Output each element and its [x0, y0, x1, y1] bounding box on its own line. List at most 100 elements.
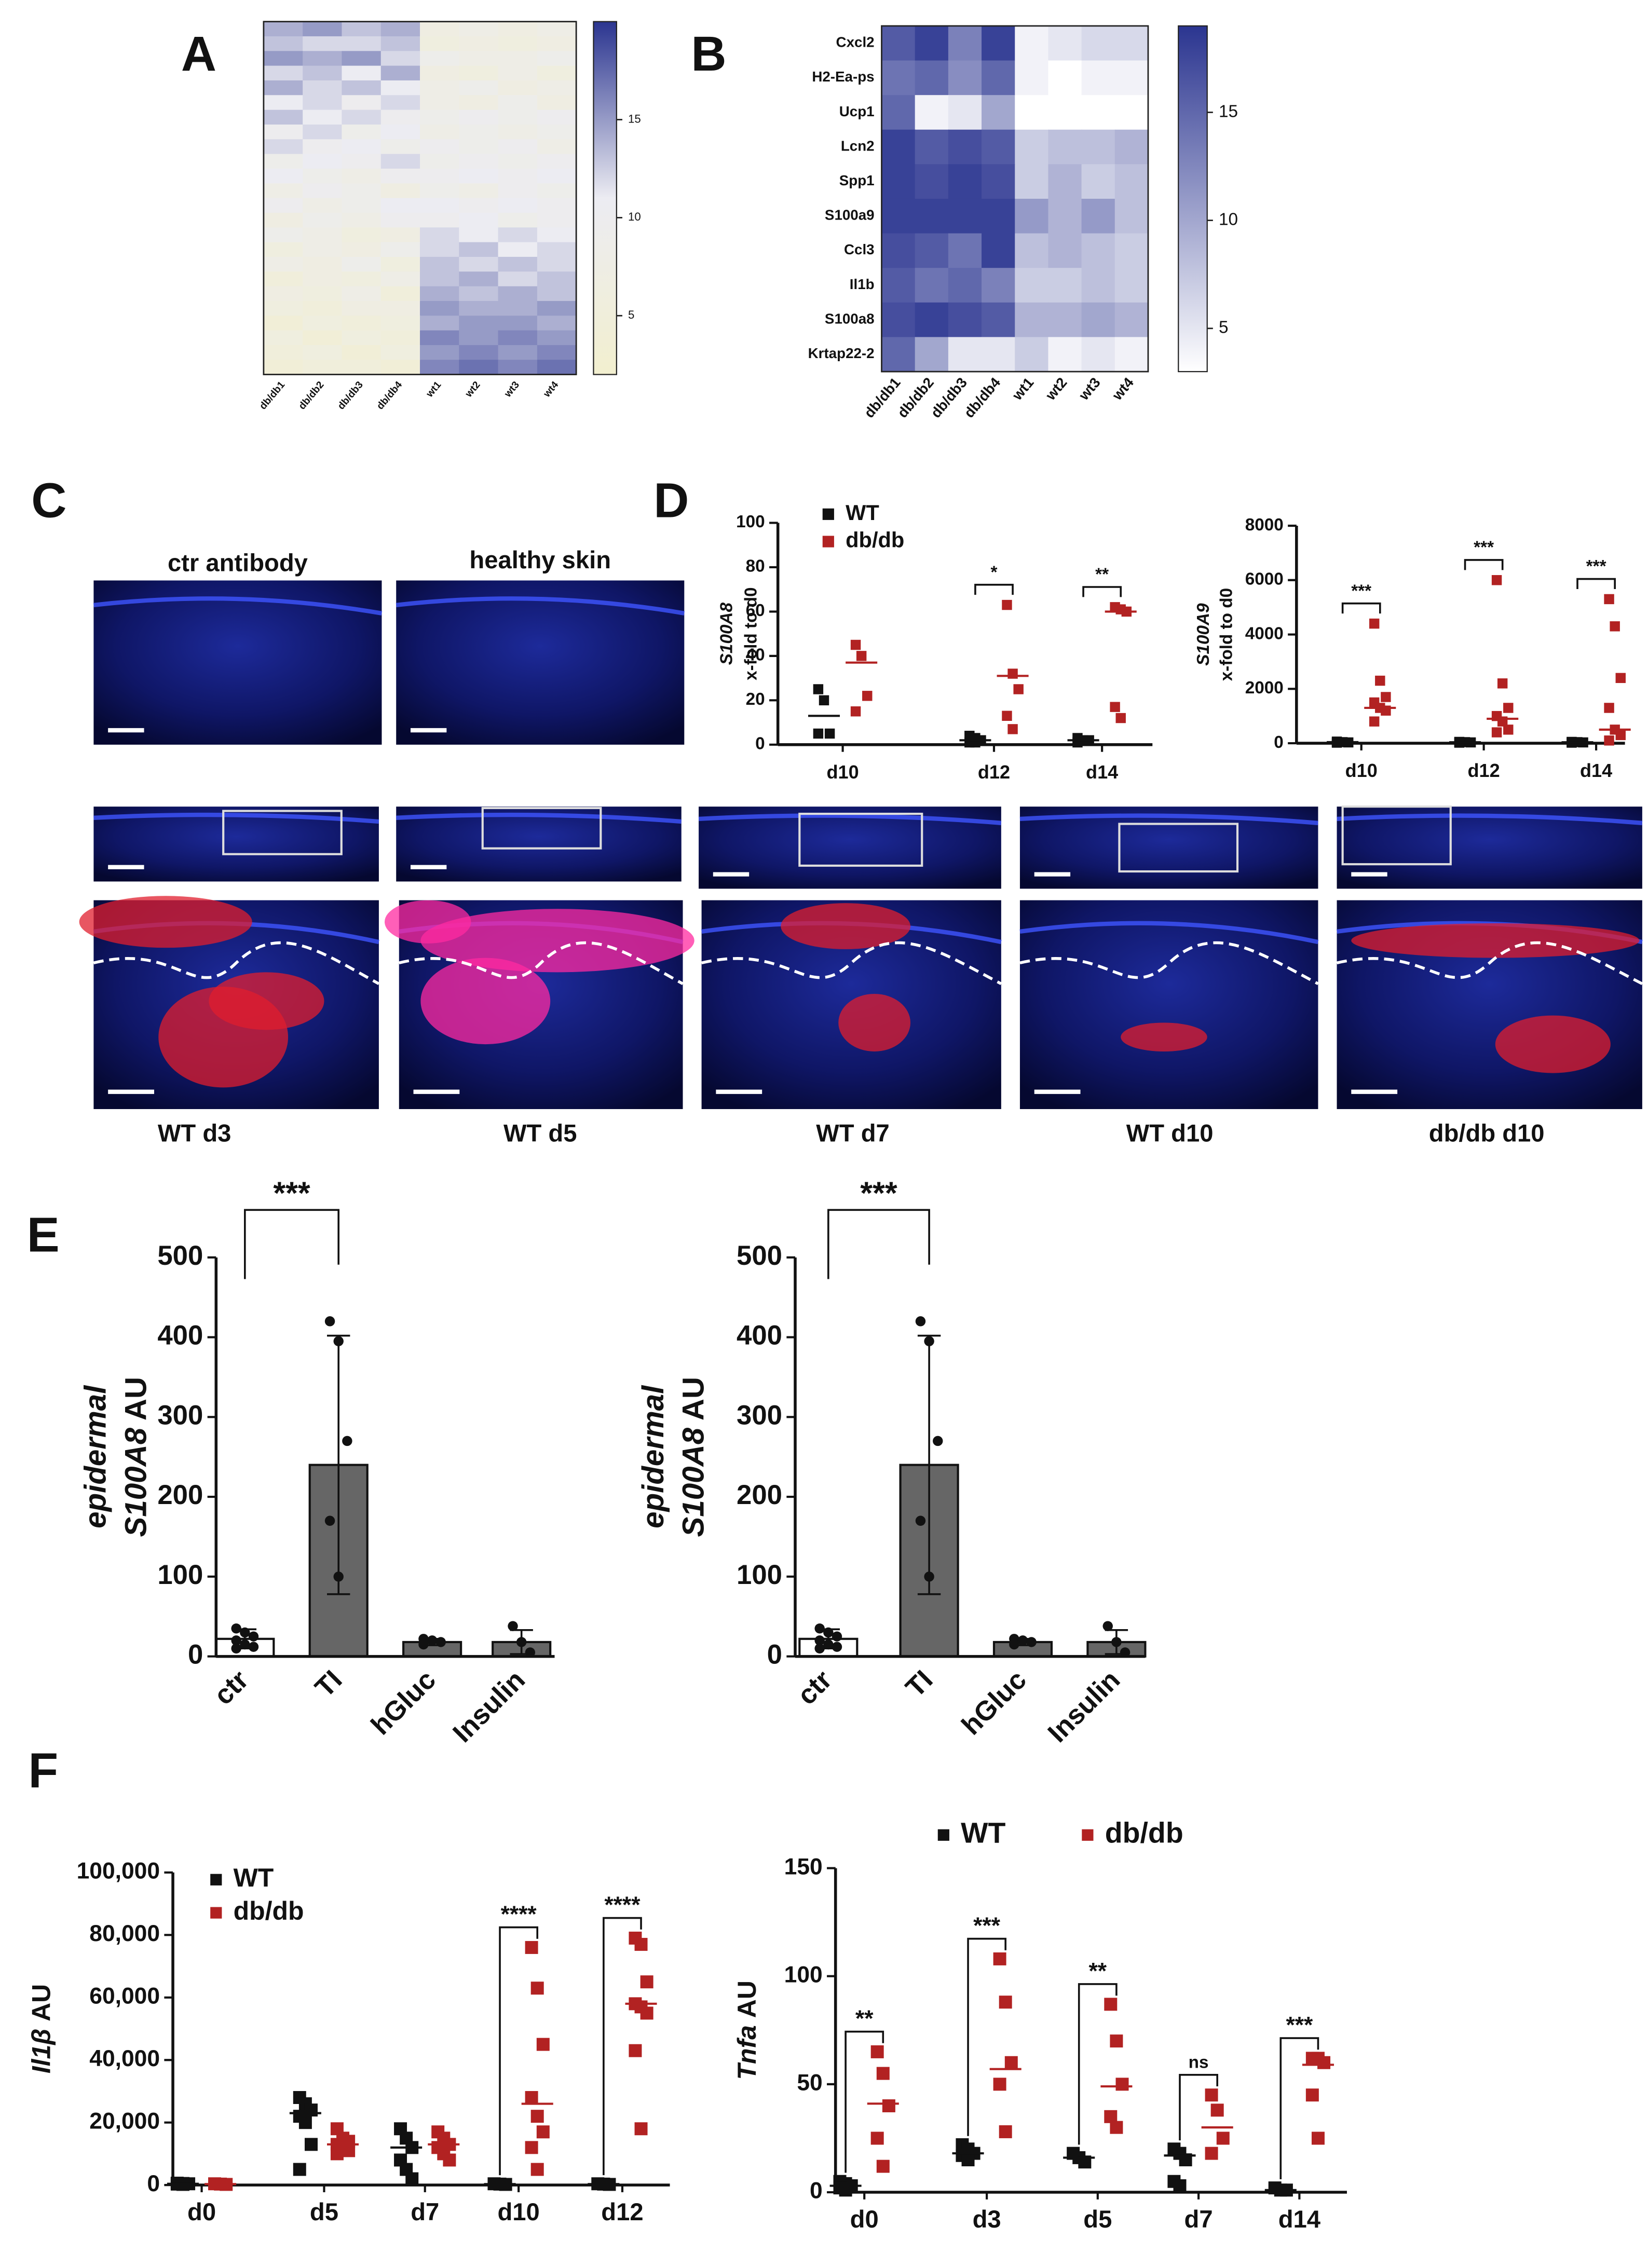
- heatmap-cell: [982, 268, 1016, 303]
- heatmap-cell: [1081, 60, 1115, 96]
- heatmap-cell: [1114, 268, 1149, 303]
- heatmap-cell: [1114, 95, 1149, 130]
- data-point: [1503, 703, 1514, 713]
- heatmap-cell: [459, 256, 499, 272]
- heatmap-cell: [263, 80, 304, 96]
- wound-margin: [701, 941, 1002, 985]
- x-tick-label: d10: [1345, 760, 1378, 781]
- heatmap-cell: [948, 233, 983, 269]
- x-tick-label: d5: [310, 2198, 338, 2225]
- data-point: [813, 728, 824, 739]
- data-point: [304, 2138, 318, 2151]
- data-point: [970, 737, 980, 748]
- data-point: [634, 1937, 648, 1951]
- heatmap-cell: [1015, 302, 1049, 338]
- x-tick-label: d10: [497, 2198, 539, 2225]
- heatmap-cell: [537, 36, 577, 52]
- data-point: [832, 1642, 842, 1652]
- heatmap-cell: [380, 80, 421, 96]
- y-axis-label-part: epidermal: [636, 1385, 670, 1528]
- y-tick-label: 50: [797, 2070, 822, 2096]
- data-point: [536, 2125, 550, 2139]
- heatmap-cell: [420, 316, 460, 331]
- heatmap-cell: [1015, 95, 1049, 130]
- heatmap-cell: [1048, 25, 1082, 61]
- heatmap-cell: [420, 271, 460, 287]
- stain: [838, 993, 911, 1051]
- tissue-edge: [93, 812, 379, 824]
- heatmap-cell: [263, 271, 304, 287]
- significance-label: ***: [273, 1176, 310, 1211]
- significance-bracket: [1082, 586, 1122, 597]
- data-point: [1205, 2088, 1218, 2102]
- y-tick-label: 300: [737, 1400, 782, 1430]
- data-point: [814, 1635, 825, 1646]
- x-tick-label: d14: [1278, 2205, 1320, 2233]
- x-tick-label: d14: [1086, 761, 1118, 783]
- heatmap-cell: [948, 25, 983, 61]
- zoom-box: [798, 812, 923, 867]
- panel-label: F: [28, 1743, 58, 1798]
- heatmap-cell: [420, 256, 460, 272]
- heatmap-cell: [982, 164, 1016, 200]
- heatmap-cell: [982, 60, 1016, 96]
- data-point: [1210, 2103, 1224, 2117]
- data-point: [1104, 1998, 1118, 2011]
- data-point: [530, 1982, 544, 1995]
- heatmap-cell: [380, 286, 421, 302]
- data-point: [333, 1572, 344, 1582]
- heatmap-cell: [263, 286, 304, 302]
- heatmap-cell: [459, 330, 499, 346]
- heatmap-cell: [420, 36, 460, 52]
- y-tick-label: 60: [746, 601, 765, 620]
- wound-margin: [1019, 941, 1319, 985]
- significance-label: ***: [1474, 538, 1494, 557]
- heatmap-cell: [537, 271, 577, 287]
- heatmap-cell: [459, 271, 499, 287]
- heatmap-cell: [342, 300, 382, 317]
- legend-label: WT: [961, 1816, 1005, 1849]
- data-point: [813, 684, 824, 694]
- heatmap-cell: [459, 110, 499, 126]
- tissue-edge: [698, 813, 1002, 825]
- significance-bracket: [845, 2030, 884, 2173]
- x-tick-label: ctr: [792, 1664, 838, 1711]
- row-label: S100a8: [825, 310, 875, 326]
- x-tick-label: TI: [309, 1664, 348, 1703]
- heatmap-cell: [263, 95, 304, 111]
- heatmap-cell: [342, 154, 382, 170]
- heatmap-cell: [263, 330, 304, 346]
- tissue-edge: [1019, 813, 1318, 825]
- significance-label: **: [1095, 565, 1109, 584]
- heatmap-cell: [1081, 302, 1115, 338]
- heatmap-frame: [263, 21, 577, 375]
- heatmap-cell: [1081, 95, 1115, 130]
- x-tick-label: d10: [827, 761, 859, 783]
- heatmap-cell: [263, 139, 304, 155]
- heatmap-cell: [881, 95, 916, 130]
- heatmap-cell: [263, 154, 304, 170]
- heatmap-cell: [1048, 268, 1082, 303]
- x-tick-label: d12: [601, 2198, 643, 2225]
- heatmap-cell: [342, 271, 382, 287]
- data-point: [1610, 621, 1620, 632]
- data-point: [1497, 678, 1508, 689]
- data-point: [508, 1621, 518, 1631]
- heatmap-cell: [380, 316, 421, 331]
- heatmap-cell: [1114, 233, 1149, 269]
- y-tick-label: 500: [737, 1240, 782, 1271]
- heatmap-cell: [881, 60, 916, 96]
- data-point: [525, 2141, 538, 2154]
- zoom-box: [481, 807, 602, 850]
- heatmap-cell: [263, 198, 304, 214]
- heatmap-cell: [342, 316, 382, 331]
- column-label: wt4: [1109, 374, 1137, 404]
- data-point: [1615, 730, 1626, 741]
- x-tick-label: d0: [187, 2198, 216, 2225]
- heatmap-cell: [537, 124, 577, 140]
- legend-swatch: [210, 1907, 222, 1919]
- significance-bracket: [499, 1926, 539, 2176]
- heatmap-cell: [303, 154, 343, 170]
- tissue-edge: [93, 596, 383, 616]
- data-point: [993, 1952, 1006, 1965]
